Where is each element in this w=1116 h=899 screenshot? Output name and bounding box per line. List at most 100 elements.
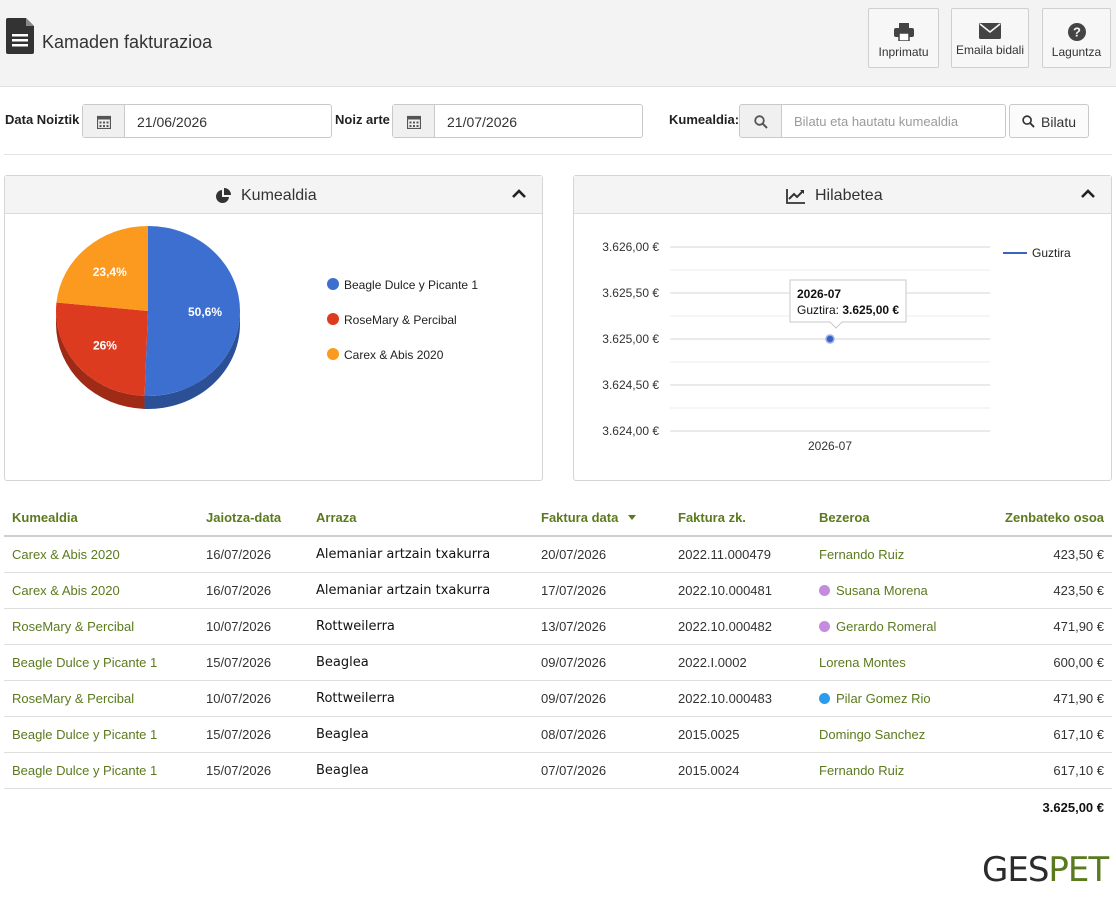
pie-chart-icon: [216, 188, 231, 203]
col-client[interactable]: Bezeroa: [811, 500, 982, 537]
from-calendar-button[interactable]: [83, 105, 125, 137]
col-invoice-date[interactable]: Faktura data: [533, 500, 670, 537]
send-email-label: Emaila bidali: [955, 43, 1025, 57]
search-icon: [754, 115, 768, 129]
tooltip-title: 2026-07: [797, 287, 841, 301]
table-row[interactable]: Beagle Dulce y Picante 1 15/07/2026 Beagle…: [4, 716, 1112, 753]
cell-birth-date: 10/07/2026: [198, 680, 304, 717]
app-header: Kamaden fakturazioa Inprimatu Emaila bid…: [0, 0, 1116, 87]
month-panel-title: Hilabetea: [815, 187, 883, 204]
cell-invoice-number: 2022.10.000482: [670, 608, 811, 645]
grand-total: 3.625,00 €: [1042, 800, 1104, 815]
table-row[interactable]: Beagle Dulce y Picante 1 15/07/2026 Beagle…: [4, 752, 1112, 789]
cell-litter[interactable]: Beagle Dulce y Picante 1: [4, 644, 198, 681]
printer-icon: [893, 23, 914, 41]
table-row[interactable]: Carex & Abis 2020 16/07/2026 Alemaniar art…: [4, 536, 1112, 573]
search-button-label: Bilatu: [1041, 114, 1077, 130]
client-tag-dot: [819, 584, 830, 596]
client-tag-dot: [819, 692, 830, 704]
cell-breed: Alemaniar artzain txakurra: [304, 572, 533, 609]
cell-invoice-date: 07/07/2026: [533, 752, 670, 789]
cell-invoice-number: 2015.0025: [670, 716, 811, 753]
search-icon: [1022, 115, 1035, 128]
line-chart: 3.626,00 € 3.625,50 € 3.625,00 € 3.624,50 €…: [602, 240, 1071, 453]
page-title: Kamaden fakturazioa: [42, 32, 213, 52]
cell-client[interactable]: Pilar Gomez Rio: [811, 680, 982, 717]
cell-invoice-date: 09/07/2026: [533, 680, 670, 717]
help-button[interactable]: ? Laguntza: [1042, 8, 1111, 68]
legend-swatch: [327, 278, 339, 290]
cell-amount: 471,90 €: [982, 608, 1112, 645]
chevron-up-icon[interactable]: [512, 189, 526, 199]
cell-amount: 423,50 €: [982, 536, 1112, 573]
pie-slice[interactable]: [56, 302, 148, 396]
cell-litter[interactable]: Beagle Dulce y Picante 1: [4, 752, 198, 789]
cell-amount: 600,00 €: [982, 644, 1112, 681]
legend-item[interactable]: RoseMary & Percibal: [344, 313, 457, 327]
cell-client[interactable]: Fernando Ruiz: [811, 536, 982, 573]
cell-client[interactable]: Susana Morena: [811, 572, 982, 609]
cell-amount: 423,50 €: [982, 572, 1112, 609]
col-litter[interactable]: Kumealdia: [4, 500, 198, 537]
pie-data-label: 23,4%: [93, 265, 127, 279]
to-date-value: 21/07/2026: [447, 114, 518, 130]
x-tick-label: 2026-07: [808, 439, 852, 453]
legend-item[interactable]: Carex & Abis 2020: [344, 348, 444, 362]
table-header-row: Kumealdia Jaiotza-data Arraza Faktura da…: [4, 500, 1112, 537]
pie-slice[interactable]: [144, 226, 240, 396]
cell-breed: Rottweilerra: [304, 680, 533, 717]
cell-client[interactable]: Fernando Ruiz: [811, 752, 982, 789]
tooltip-label: Guztira: 3.625,00 €: [797, 303, 899, 317]
line-chart-icon: [786, 189, 805, 204]
legend-swatch: [327, 348, 339, 360]
y-tick-label: 3.624,00 €: [602, 424, 659, 438]
pie-chart: 50,6% 26% 23,4% Beagle Dulce y Picante 1 Ros…: [55, 226, 478, 409]
from-date-field[interactable]: 21/06/2026: [82, 104, 332, 138]
table-row[interactable]: Beagle Dulce y Picante 1 15/07/2026 Beagle…: [4, 644, 1112, 681]
pie-slice[interactable]: [56, 226, 148, 311]
cell-invoice-number: 2015.0024: [670, 752, 811, 789]
col-invoice-number[interactable]: Faktura zk.: [670, 500, 811, 537]
col-birth-date[interactable]: Jaiotza-data: [198, 500, 304, 537]
cell-invoice-date: 17/07/2026: [533, 572, 670, 609]
cell-litter[interactable]: RoseMary & Percibal: [4, 608, 198, 645]
to-calendar-button[interactable]: [393, 105, 435, 137]
divider: [4, 154, 1112, 155]
cell-birth-date: 15/07/2026: [198, 752, 304, 789]
cell-birth-date: 16/07/2026: [198, 572, 304, 609]
legend-item[interactable]: Guztira: [1032, 246, 1071, 260]
chevron-up-icon[interactable]: [1081, 189, 1095, 199]
cell-litter[interactable]: RoseMary & Percibal: [4, 680, 198, 717]
cell-litter[interactable]: Carex & Abis 2020: [4, 572, 198, 609]
gespet-logo: GESPET: [982, 850, 1109, 890]
cell-breed: Alemaniar artzain txakurra: [304, 536, 533, 573]
print-label: Inprimatu: [878, 45, 929, 59]
to-date-field[interactable]: 21/07/2026: [392, 104, 643, 138]
cell-litter[interactable]: Beagle Dulce y Picante 1: [4, 716, 198, 753]
litter-search-input[interactable]: [781, 104, 1006, 138]
table-row[interactable]: Carex & Abis 2020 16/07/2026 Alemaniar art…: [4, 572, 1112, 609]
data-point[interactable]: [825, 334, 835, 344]
col-breed[interactable]: Arraza: [304, 500, 533, 537]
send-email-button[interactable]: Emaila bidali: [951, 8, 1029, 68]
invoices-table: Kumealdia Jaiotza-data Arraza Faktura da…: [4, 500, 1112, 789]
cell-client[interactable]: Gerardo Romeral: [811, 608, 982, 645]
cell-client[interactable]: Domingo Sanchez: [811, 716, 982, 753]
table-row[interactable]: RoseMary & Percibal 10/07/2026 Rottweilerr…: [4, 608, 1112, 645]
print-button[interactable]: Inprimatu: [868, 8, 939, 68]
col-total-amount[interactable]: Zenbateko osoa: [982, 500, 1112, 537]
to-date-label: Noiz arte: [335, 112, 390, 127]
month-panel-header: Hilabetea: [574, 176, 1111, 214]
search-addon: [739, 104, 782, 138]
y-tick-label: 3.625,00 €: [602, 332, 659, 346]
cell-litter[interactable]: Carex & Abis 2020: [4, 536, 198, 573]
y-tick-label: 3.626,00 €: [602, 240, 659, 254]
cell-breed: Beaglea: [304, 716, 533, 753]
cell-invoice-number: 2022.10.000481: [670, 572, 811, 609]
legend-item[interactable]: Beagle Dulce y Picante 1: [344, 278, 478, 292]
cell-invoice-date: 13/07/2026: [533, 608, 670, 645]
cell-breed: Beaglea: [304, 752, 533, 789]
cell-client[interactable]: Lorena Montes: [811, 644, 982, 681]
table-row[interactable]: RoseMary & Percibal 10/07/2026 Rottweilerr…: [4, 680, 1112, 717]
search-button[interactable]: Bilatu: [1009, 104, 1089, 138]
